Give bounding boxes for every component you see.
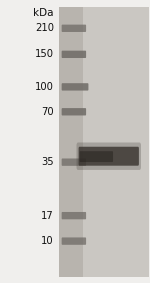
Text: 100: 100 — [35, 82, 54, 92]
Text: 210: 210 — [35, 23, 54, 33]
FancyBboxPatch shape — [79, 147, 139, 166]
Text: 35: 35 — [41, 157, 54, 167]
Bar — [83, 7, 149, 277]
FancyBboxPatch shape — [62, 212, 86, 219]
FancyBboxPatch shape — [62, 108, 86, 115]
Text: 10: 10 — [41, 236, 54, 246]
Text: 17: 17 — [41, 211, 54, 221]
FancyBboxPatch shape — [62, 25, 86, 32]
FancyBboxPatch shape — [62, 158, 86, 166]
Bar — [59, 7, 83, 277]
Text: 150: 150 — [35, 49, 54, 59]
FancyBboxPatch shape — [76, 143, 141, 170]
FancyBboxPatch shape — [80, 151, 113, 162]
Text: kDa: kDa — [33, 8, 54, 18]
FancyBboxPatch shape — [62, 237, 86, 245]
FancyBboxPatch shape — [62, 83, 88, 91]
FancyBboxPatch shape — [62, 51, 86, 58]
Bar — [59, 7, 148, 277]
Text: 70: 70 — [41, 107, 54, 117]
